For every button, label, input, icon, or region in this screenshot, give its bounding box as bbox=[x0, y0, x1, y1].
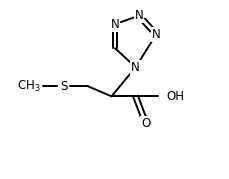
Text: S: S bbox=[60, 79, 67, 93]
Text: OH: OH bbox=[166, 90, 184, 103]
Text: O: O bbox=[141, 117, 150, 130]
Text: N: N bbox=[110, 18, 119, 31]
Text: N: N bbox=[151, 28, 160, 41]
Text: CH$_3$: CH$_3$ bbox=[17, 79, 41, 94]
Text: N: N bbox=[131, 61, 139, 74]
Text: N: N bbox=[134, 9, 143, 22]
